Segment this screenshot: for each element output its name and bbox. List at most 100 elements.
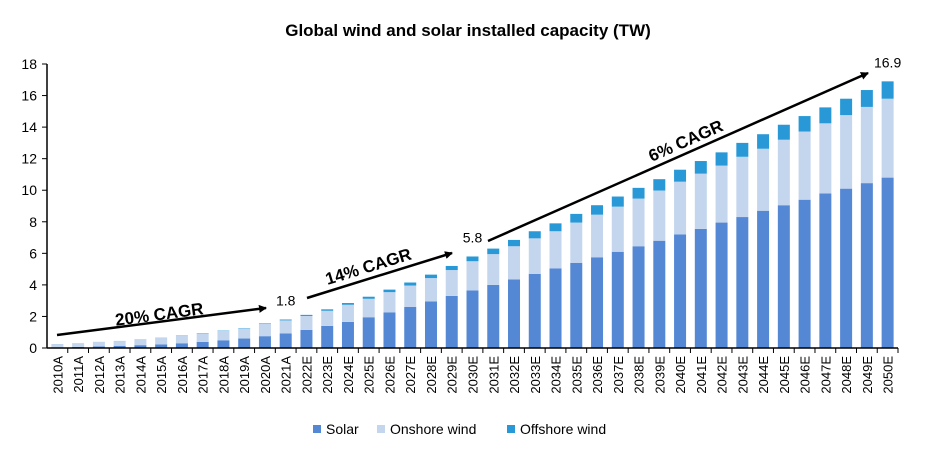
- x-tick-label: 2011A: [71, 356, 86, 393]
- bar-onshore-wind: [92, 342, 105, 347]
- bar-onshore-wind: [591, 214, 604, 258]
- cagr-label: 20% CAGR: [114, 299, 205, 329]
- x-tick-label: 2016A: [175, 356, 190, 394]
- x-tick-label: 2031E: [486, 356, 501, 394]
- bar-onshore-wind: [341, 304, 354, 322]
- bars: [51, 81, 894, 348]
- y-tick-label: 10: [21, 182, 37, 198]
- x-tick-label: 2040E: [673, 356, 688, 394]
- legend-label: Offshore wind: [520, 421, 606, 437]
- bar-solar: [715, 222, 728, 348]
- x-tick-label: 2013A: [113, 356, 128, 394]
- x-tick-label: 2015A: [154, 356, 169, 394]
- bar-onshore-wind: [736, 156, 749, 218]
- bar-solar: [445, 295, 458, 348]
- x-tick-label: 2036E: [590, 356, 605, 394]
- bar-solar: [736, 217, 749, 348]
- bar-solar: [466, 290, 479, 348]
- bar-solar: [528, 273, 541, 348]
- x-tick-label: 2050E: [881, 356, 896, 394]
- bar-onshore-wind: [777, 139, 790, 206]
- bar-onshore-wind: [840, 115, 853, 189]
- x-tick-label: 2026E: [382, 356, 397, 394]
- bar-solar: [653, 240, 666, 348]
- bar-solar: [383, 312, 396, 348]
- bar-solar: [362, 317, 375, 348]
- x-tick-label: 2027E: [403, 356, 418, 394]
- bar-offshore-wind: [819, 107, 832, 124]
- bar-onshore-wind: [445, 270, 458, 296]
- y-tick-label: 2: [29, 308, 37, 324]
- bar-offshore-wind: [466, 256, 479, 262]
- bar-onshore-wind: [383, 292, 396, 313]
- bar-solar: [840, 188, 853, 348]
- bar-solar: [258, 336, 271, 348]
- x-tick-label: 2023E: [320, 356, 335, 394]
- x-tick-label: 2041E: [694, 356, 709, 394]
- x-tick-label: 2018A: [216, 356, 231, 394]
- bar-offshore-wind: [445, 265, 458, 271]
- x-tick-label: 2046E: [798, 356, 813, 394]
- bar-onshore-wind: [508, 246, 521, 280]
- bar-offshore-wind: [653, 179, 666, 191]
- bar-offshore-wind: [321, 309, 334, 311]
- bar-onshore-wind: [321, 310, 334, 326]
- bar-offshore-wind: [674, 169, 687, 182]
- bar-offshore-wind: [860, 90, 873, 107]
- cagr-arrow: [487, 71, 869, 243]
- bar-offshore-wind: [487, 248, 500, 255]
- bar-offshore-wind: [736, 142, 749, 157]
- bar-onshore-wind: [715, 165, 728, 223]
- bar-solar: [238, 338, 251, 348]
- bar-onshore-wind: [217, 330, 230, 341]
- total-value-label: 16.9: [874, 54, 901, 70]
- bar-solar: [694, 228, 707, 348]
- x-tick-label: 2045E: [777, 356, 792, 394]
- bar-offshore-wind: [341, 303, 354, 305]
- bar-onshore-wind: [570, 222, 583, 263]
- bar-offshore-wind: [881, 81, 894, 99]
- x-tick-label: 2047E: [818, 356, 833, 394]
- x-tick-label: 2029E: [445, 356, 460, 394]
- bar-onshore-wind: [860, 106, 873, 184]
- bar-offshore-wind: [798, 116, 811, 132]
- bar-offshore-wind: [632, 187, 645, 199]
- legend-swatch: [507, 425, 515, 433]
- bar-onshore-wind: [798, 131, 811, 200]
- total-value-label: 5.8: [463, 229, 483, 245]
- x-tick-label: 2020A: [258, 356, 273, 394]
- bar-offshore-wind: [362, 296, 375, 299]
- bar-offshore-wind: [383, 289, 396, 293]
- bar-solar: [424, 301, 437, 348]
- bar-solar: [300, 329, 313, 348]
- legend-label: Onshore wind: [390, 421, 476, 437]
- bar-offshore-wind: [508, 239, 521, 247]
- bar-solar: [881, 177, 894, 348]
- bar-onshore-wind: [611, 206, 624, 252]
- total-value-label: 1.8: [276, 293, 296, 309]
- bar-onshore-wind: [155, 337, 168, 345]
- legend-swatch: [313, 425, 321, 433]
- bar-solar: [611, 251, 624, 348]
- bar-offshore-wind: [258, 323, 271, 325]
- bar-solar: [570, 262, 583, 348]
- x-tick-label: 2012A: [92, 356, 107, 394]
- legend-swatch: [377, 425, 385, 433]
- bar-solar: [487, 284, 500, 348]
- x-tick-label: 2044E: [756, 356, 771, 394]
- x-tick-label: 2017A: [196, 356, 211, 394]
- x-tick-label: 2048E: [839, 356, 854, 394]
- bar-onshore-wind: [487, 254, 500, 285]
- bar-offshore-wind: [611, 196, 624, 207]
- x-tick-label: 2049E: [860, 356, 875, 394]
- bar-offshore-wind: [840, 98, 853, 116]
- bar-onshore-wind: [632, 198, 645, 247]
- bar-offshore-wind: [715, 152, 728, 166]
- x-tick-label: 2028E: [424, 356, 439, 394]
- bar-solar: [175, 343, 188, 348]
- bar-onshore-wind: [238, 328, 251, 339]
- bar-offshore-wind: [591, 205, 604, 215]
- chart-title: Global wind and solar installed capacity…: [285, 21, 651, 40]
